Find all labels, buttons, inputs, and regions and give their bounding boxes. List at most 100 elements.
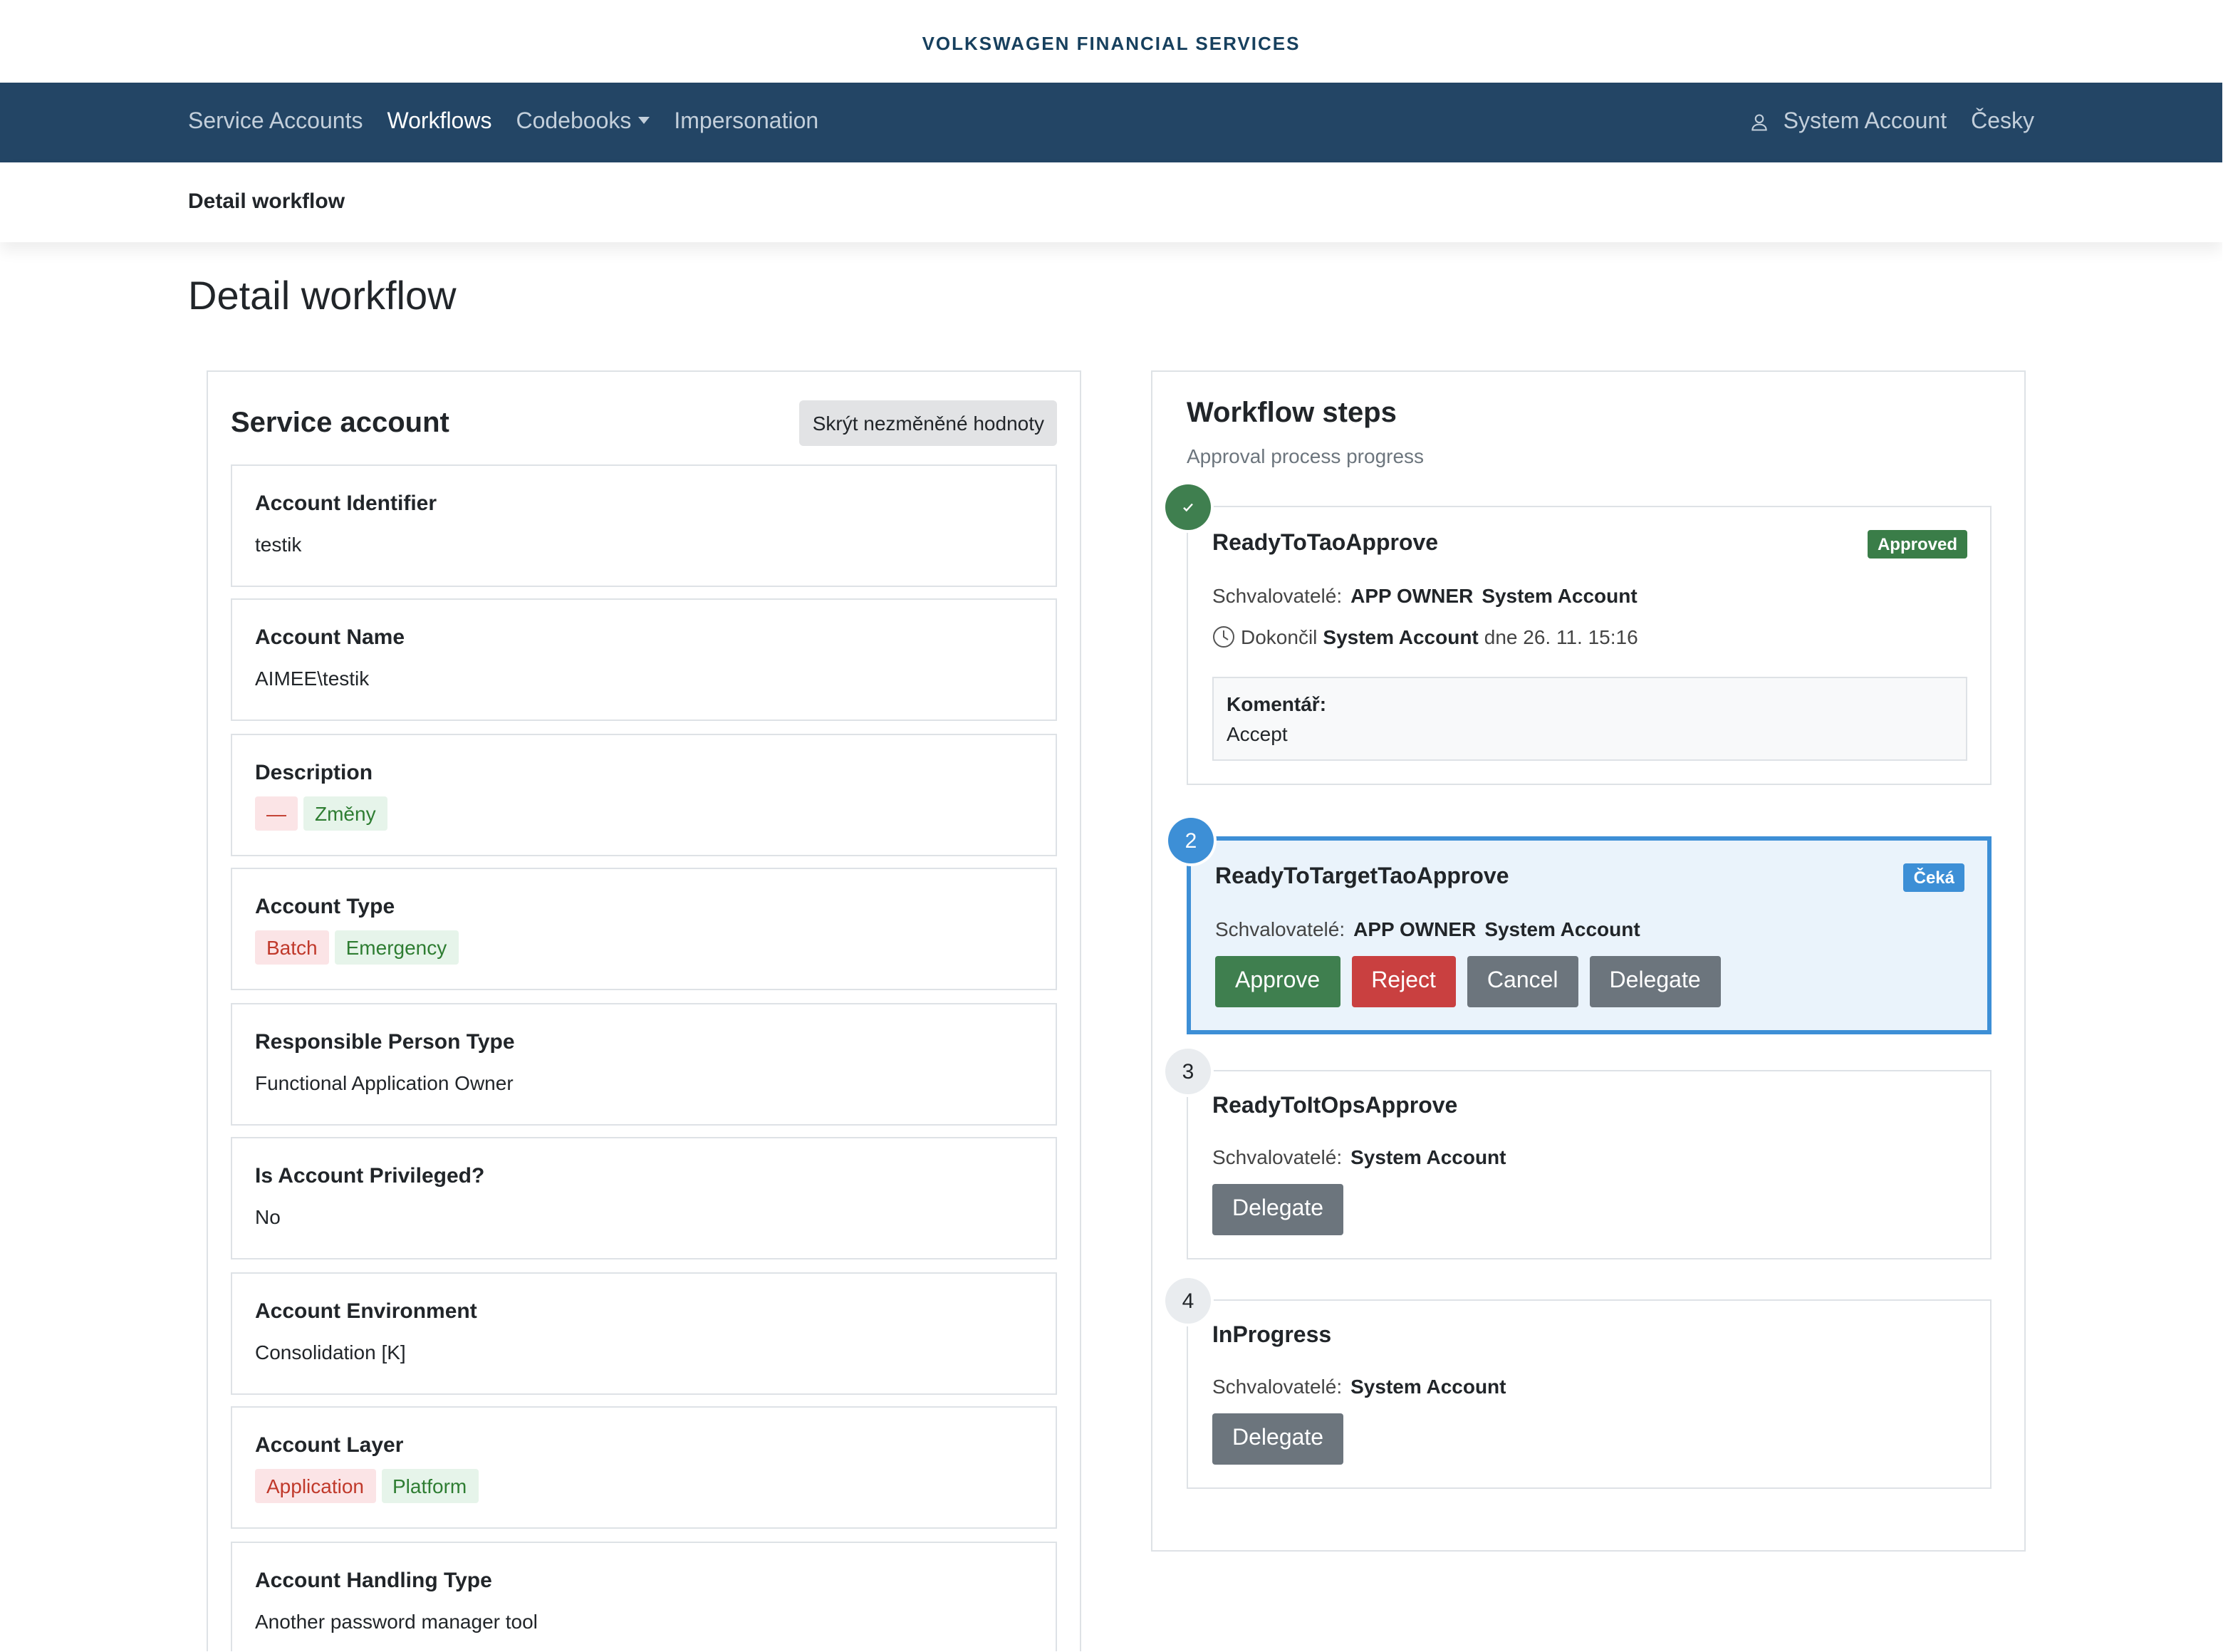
field-card: Account Type Batch Emergency [231, 868, 1057, 990]
action-button[interactable]: Delegate [1212, 1184, 1344, 1235]
step-marker: 2 [1168, 818, 1214, 863]
step-header: ReadyToTaoApprove Approved [1212, 530, 1967, 559]
status-badge: Čeká [1903, 863, 1964, 892]
step-marker: 3 [1165, 1049, 1211, 1094]
field-card: Account Handling Type Another password ma… [231, 1541, 1057, 1651]
clock-icon [1213, 626, 1234, 648]
approver: System Account [1484, 918, 1640, 940]
workflow-step: 4 InProgress Schvalovatelé: System Account D… [1165, 1278, 1992, 1489]
action-button[interactable]: Delegate [1589, 956, 1721, 1007]
navbar: Service Accounts Workflows Codebooks Impers… [0, 83, 2222, 162]
toggle-button[interactable]: Skrýt nezměněné hodnoty [799, 400, 1057, 446]
brand: VOLKSWAGEN FINANCIAL SERVICES [922, 33, 1301, 54]
user-link[interactable]: System Account [1783, 110, 1947, 134]
comment-box: Komentář: Accept [1212, 677, 1967, 761]
approvers-label: Schvalovatelé: [1212, 1146, 1343, 1168]
field-value: Another password manager tool [255, 1609, 538, 1632]
field-label: Account Name [255, 625, 405, 650]
field-card: Account Identifier testik [231, 464, 1057, 586]
removed-value: — [255, 796, 298, 830]
approvers: Schvalovatelé: APP OWNER System Account [1212, 584, 1967, 607]
panel-title: Workflow steps [1187, 398, 1397, 429]
step-actions: Delegate [1212, 1413, 1967, 1465]
added-value: Změny [303, 796, 387, 830]
comment-label: Komentář: [1227, 692, 1327, 715]
field-changes: — Změny [255, 796, 1033, 830]
workflow-panel: Workflow steps Approval process progress R… [1151, 370, 2026, 1552]
step-marker [1165, 484, 1211, 530]
field-card: Description — Změny [231, 733, 1057, 856]
field-value: Functional Application Owner [255, 1071, 514, 1093]
field-card: Account Name AIMEE\testik [231, 598, 1057, 721]
field-label: Is Account Privileged? [255, 1164, 485, 1188]
action-button[interactable]: Cancel [1467, 956, 1578, 1007]
field-label: Account Type [255, 895, 395, 919]
page-title: Detail workflow [188, 274, 457, 318]
field-value: Consolidation [K] [255, 1340, 406, 1363]
field-label: Account Layer [255, 1433, 404, 1458]
nav-link[interactable]: Workflows [387, 110, 492, 134]
completed-info: Dokončil System Account dne 26. 11. 15:16 [1212, 625, 1967, 648]
step-name: ReadyToItOpsApprove [1212, 1094, 1458, 1118]
field-label: Account Handling Type [255, 1568, 492, 1592]
field-changes: Batch Emergency [255, 930, 1033, 965]
language-link[interactable]: Česky [1971, 110, 2034, 134]
approvers-label: Schvalovatelé: [1215, 918, 1345, 940]
field-label: Description [255, 760, 373, 784]
completed-by: System Account [1323, 625, 1479, 648]
approvers: Schvalovatelé: APP OWNER System Account [1215, 918, 1964, 940]
step-name: ReadyToTargetTaoApprove [1215, 865, 1509, 889]
completed-prefix: Dokončil [1241, 625, 1318, 648]
added-value: Emergency [334, 930, 459, 965]
workflow-step: 3 ReadyToItOpsApprove Schvalovatelé: System… [1165, 1049, 1992, 1259]
field-card: Account Environment Consolidation [K] [231, 1272, 1057, 1394]
service-account-panel: Service account Skrýt nezměněné hodnoty Ac… [207, 370, 1081, 1651]
approvers: Schvalovatelé: System Account [1212, 1146, 1967, 1168]
field-label: Account Identifier [255, 491, 437, 515]
step-header: ReadyToTargetTaoApprove Čeká [1215, 863, 1964, 892]
step-name: ReadyToTaoApprove [1212, 531, 1439, 556]
workflow-step: 2 ReadyToTargetTaoApprove Čeká Schvalovatel… [1168, 818, 1992, 1034]
panel-header: Service account Skrýt nezměněné hodnoty [231, 395, 1057, 452]
step-name: InProgress [1212, 1324, 1332, 1348]
action-button[interactable]: Reject [1351, 956, 1456, 1007]
comment-text: Accept [1227, 722, 1288, 745]
workflow-step: ReadyToTaoApprove Approved Schvalovatelé: A… [1165, 484, 1992, 785]
field-label: Account Environment [255, 1299, 477, 1323]
approver: System Account [1350, 1146, 1506, 1168]
field-value: No [255, 1205, 281, 1228]
status-badge: Approved [1867, 530, 1967, 559]
approvers-label: Schvalovatelé: [1212, 1375, 1343, 1398]
action-button[interactable]: Approve [1215, 956, 1340, 1007]
user-icon [1751, 114, 1767, 131]
field-card: Responsible Person Type Functional Applic… [231, 1002, 1057, 1125]
nav-link[interactable]: Impersonation [674, 110, 819, 134]
approver: System Account [1350, 1375, 1506, 1398]
panel-subtitle: Approval process progress [1187, 445, 1425, 467]
action-button[interactable]: Delegate [1212, 1413, 1344, 1465]
field-value: testik [255, 532, 302, 555]
field-changes: Application Platform [255, 1469, 1033, 1503]
approver: APP OWNER [1350, 584, 1474, 607]
caret [638, 117, 650, 124]
step-actions: Approve Reject Cancel Delegate [1215, 956, 1964, 1007]
approvers: Schvalovatelé: System Account [1212, 1375, 1967, 1398]
field-value: AIMEE\testik [255, 667, 370, 690]
step-actions: Delegate [1212, 1184, 1967, 1235]
step-header: ReadyToItOpsApprove [1212, 1094, 1967, 1120]
approvers-label: Schvalovatelé: [1212, 584, 1343, 607]
nav-link[interactable]: Service Accounts [188, 110, 363, 134]
approver: APP OWNER [1353, 918, 1477, 940]
removed-value: Application [255, 1469, 375, 1503]
nav-link[interactable]: Codebooks [516, 110, 650, 135]
added-value: Platform [381, 1469, 479, 1503]
field-card: Is Account Privileged? No [231, 1137, 1057, 1259]
panel-title: Service account [231, 407, 449, 438]
completed-date: dne 26. 11. 15:16 [1484, 625, 1638, 648]
breadcrumb: Detail workflow [0, 162, 2222, 242]
step-marker: 4 [1165, 1278, 1211, 1324]
field-card: Account Layer Application Platform [231, 1406, 1057, 1529]
